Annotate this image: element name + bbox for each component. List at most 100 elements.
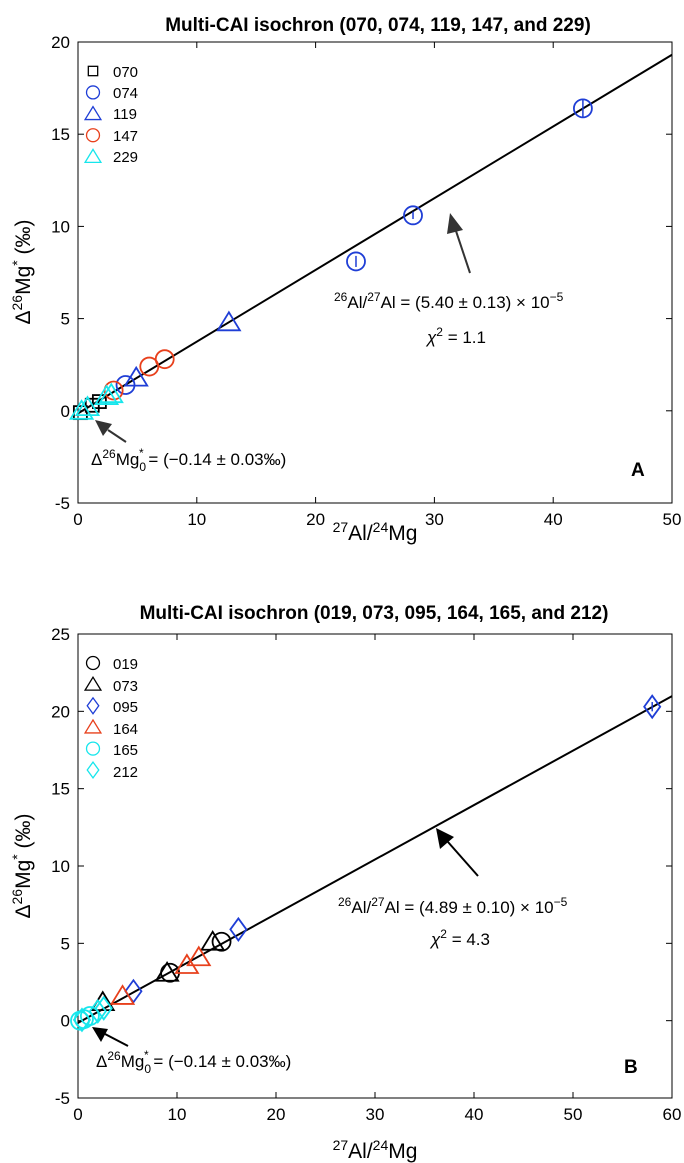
- chart-b-slope-arrow-head: [436, 828, 454, 849]
- chart-a-slope-arrow-shaft: [455, 230, 471, 274]
- chart-b-slope-arrow-shaft: [447, 841, 479, 877]
- chart-a-legend-markers: [83, 65, 103, 164]
- data-point-073: [200, 930, 226, 951]
- data-point-019: [211, 931, 232, 952]
- chart-b-intercept-arrow-shaft: [104, 1033, 129, 1047]
- legend-b-073: 073: [113, 678, 138, 695]
- legend-a-074: 074: [113, 85, 138, 102]
- legend-marker-147: [85, 128, 101, 143]
- x-tick-label: 10: [168, 1105, 187, 1124]
- legend-a-119: 119: [113, 106, 137, 123]
- data-point-073: [154, 960, 180, 982]
- legend-marker-095: [86, 696, 100, 715]
- y-tick-label: 0: [61, 402, 70, 421]
- y-tick-label: 5: [61, 934, 70, 953]
- chart-a-slope-arrow-head: [447, 213, 463, 234]
- chart-a-intercept-annotation: Δ26Mg0* = (−0.14 ± 0.03‰): [91, 446, 286, 474]
- x-tick-label: 20: [306, 510, 325, 529]
- chart-a-ratio-annotation: 26Al/27Al = (5.40 ± 0.13) × 10−5: [334, 290, 564, 312]
- chart-a-x-axis-label: 27Al/24Mg: [333, 519, 418, 545]
- legend-b-019: 019: [113, 656, 138, 673]
- x-tick-label: 20: [267, 1105, 286, 1124]
- data-point-074: [573, 98, 593, 119]
- data-point-074: [403, 205, 423, 226]
- panel-a: Multi-CAI isochron (070, 074, 119, 147, …: [9, 15, 681, 545]
- data-point-119: [123, 365, 149, 387]
- panel-b: Multi-CAI isochron (019, 073, 095, 164, …: [9, 603, 681, 1163]
- data-point-212: [72, 1007, 92, 1033]
- x-tick-label: 50: [663, 510, 682, 529]
- chart-a-panel-label: A: [631, 460, 645, 481]
- legend-marker-164: [83, 718, 103, 734]
- data-point-165: [79, 1006, 100, 1026]
- data-point-095: [229, 916, 248, 942]
- legend-a-147: 147: [113, 128, 138, 145]
- x-tick-label: 30: [425, 510, 444, 529]
- legend-marker-229: [83, 148, 103, 164]
- data-point-074: [346, 251, 366, 272]
- data-point-229: [93, 384, 120, 405]
- legend-marker-070: [87, 65, 99, 77]
- chart-b-intercept-annotation: Δ26Mg0* = (−0.14 ± 0.03‰): [96, 1048, 291, 1076]
- y-tick-label: 25: [51, 625, 70, 644]
- data-point-212: [94, 995, 113, 1021]
- data-point-119: [216, 310, 242, 332]
- legend-a-070: 070: [113, 64, 138, 81]
- y-tick-label: 5: [61, 310, 70, 329]
- isochron-fit-line: [77, 53, 673, 415]
- data-point-212: [88, 998, 107, 1024]
- chart-b-panel-label: B: [624, 1057, 638, 1078]
- x-tick-label: 30: [366, 1105, 385, 1124]
- chart-a-title: Multi-CAI isochron (070, 074, 119, 147, …: [165, 15, 591, 36]
- y-tick-label: 15: [51, 125, 70, 144]
- chart-a-points: [68, 98, 593, 421]
- data-point-164: [109, 984, 136, 1005]
- data-point-229: [68, 399, 95, 420]
- x-tick-label: 0: [73, 1105, 82, 1124]
- chart-b-points: [70, 694, 662, 1033]
- chart-a-intercept-arrow-head: [95, 420, 112, 436]
- y-tick-label: 20: [51, 33, 70, 52]
- chart-b-intercept-arrow-head: [92, 1027, 108, 1042]
- chart-b-title: Multi-CAI isochron (019, 073, 095, 164, …: [140, 603, 609, 624]
- chart-a-y-axis-label: Δ26Mg* (‰): [9, 219, 35, 324]
- chart-a-intercept-arrow-shaft: [107, 429, 127, 443]
- x-tick-label: 0: [73, 510, 82, 529]
- chart-b-ratio-annotation: 26Al/27Al = (4.89 ± 0.10) × 10−5: [338, 895, 568, 917]
- data-point-164: [174, 953, 200, 974]
- y-tick-label: 0: [61, 1012, 70, 1031]
- legend-marker-073: [83, 675, 103, 691]
- legend-b-165: 165: [113, 742, 138, 759]
- x-tick-label: 10: [187, 510, 206, 529]
- chart-a-plot-frame: [77, 41, 673, 504]
- chart-b-x-axis-label: 27Al/24Mg: [333, 1137, 418, 1163]
- chart-b-legend: 019 073 095 164 165 212: [83, 655, 138, 781]
- x-tick-label: 40: [544, 510, 563, 529]
- data-point-095: [643, 694, 662, 720]
- data-point-147: [154, 349, 175, 370]
- y-tick-label: 15: [51, 780, 70, 799]
- data-point-164: [186, 945, 212, 967]
- y-tick-label: 10: [51, 217, 70, 236]
- legend-b-212: 212: [113, 764, 138, 781]
- legend-marker-074: [85, 85, 101, 100]
- legend-marker-212: [86, 760, 100, 780]
- chart-b-legend-markers: [83, 655, 103, 780]
- isochron-fit-line: [77, 695, 673, 1024]
- legend-b-095: 095: [113, 699, 138, 716]
- data-point-229: [74, 395, 101, 417]
- y-tick-label: 10: [51, 857, 70, 876]
- legend-marker-019: [85, 655, 101, 671]
- chart-a-chi-annotation: χ2 = 1.1: [425, 325, 486, 347]
- chart-b-plot-frame: [77, 633, 673, 1099]
- chart-b-chi-annotation: χ2 = 4.3: [429, 927, 490, 949]
- legend-a-229: 229: [113, 149, 138, 166]
- y-tick-label: 20: [51, 702, 70, 721]
- legend-b-164: 164: [113, 721, 138, 738]
- chart-a-legend: 070 074 119 147 229: [83, 64, 138, 166]
- x-tick-label: 60: [663, 1105, 682, 1124]
- x-tick-label: 40: [465, 1105, 484, 1124]
